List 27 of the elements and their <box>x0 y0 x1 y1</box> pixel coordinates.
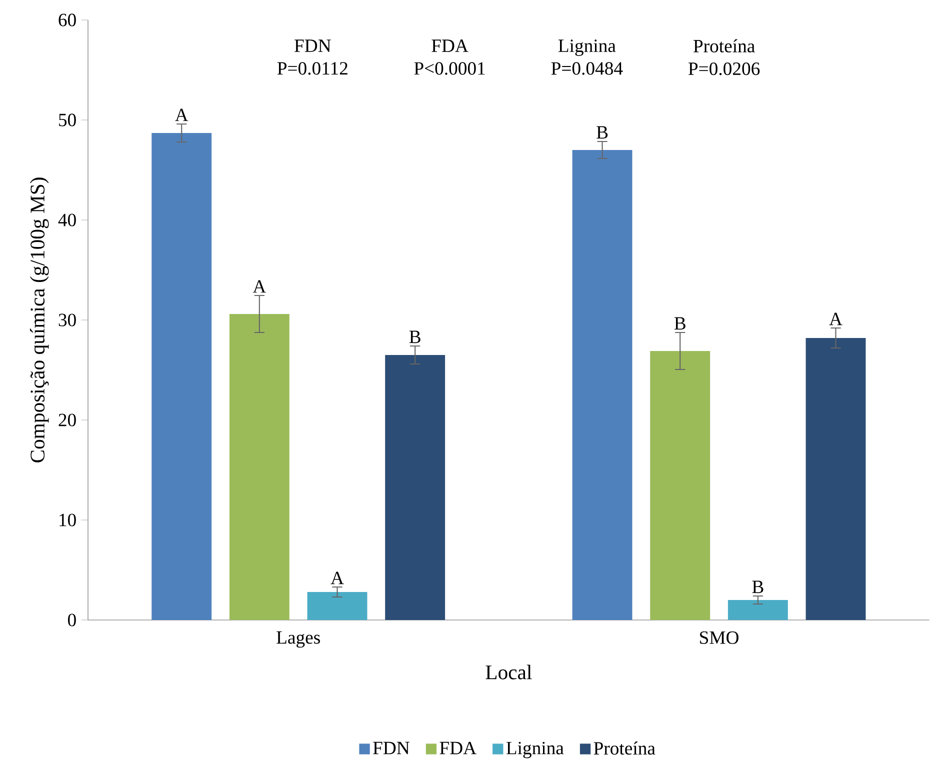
legend-label: Proteína <box>594 742 656 755</box>
annotation: Lignina P=0.0484 <box>551 40 623 75</box>
y-tick-label: 20 <box>58 414 76 426</box>
data-label: B <box>752 580 764 594</box>
data-label: A <box>252 280 266 293</box>
data-label: B <box>674 317 686 330</box>
data-label: A <box>330 572 344 584</box>
annotation: Proteína P=0.0206 <box>688 39 760 76</box>
data-label: A <box>175 108 188 122</box>
data-label: A <box>829 312 842 326</box>
y-tick-label: 0 <box>68 614 76 626</box>
data-label: B <box>409 330 420 344</box>
y-tick-label: 50 <box>59 114 76 126</box>
y-tick-label: 10 <box>60 514 76 526</box>
y-axis-title: Composição química (g/100g MS) <box>30 178 49 462</box>
legend-label: FDA <box>440 742 476 754</box>
data-label: B <box>596 126 608 139</box>
x-tick-label: Lages <box>276 631 320 648</box>
x-axis-title: Local <box>486 664 532 680</box>
legend-label: Lignina <box>506 742 564 758</box>
y-tick-label: 60 <box>58 14 76 26</box>
y-tick-label: 40 <box>58 214 76 226</box>
legend-label: FDN <box>373 742 410 754</box>
y-tick-label: 30 <box>58 314 76 326</box>
annotation: FDA P<0.0001 <box>414 40 485 75</box>
x-tick-label: SMO <box>700 631 738 644</box>
annotation: FDN P=0.0112 <box>277 40 348 75</box>
